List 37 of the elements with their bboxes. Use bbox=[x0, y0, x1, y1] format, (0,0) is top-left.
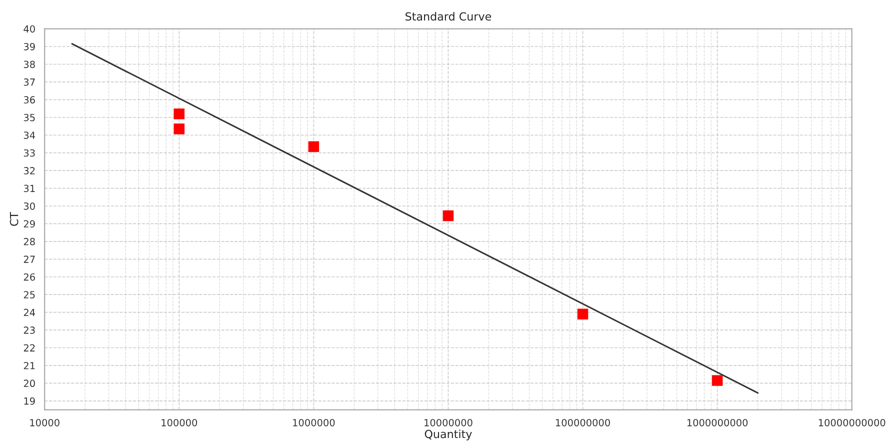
y-tick-label: 35 bbox=[24, 114, 35, 122]
y-tick-label: 39 bbox=[24, 42, 35, 50]
point bbox=[712, 375, 723, 386]
x-tick-label: 10000000 bbox=[424, 418, 472, 426]
y-tick-label: 34 bbox=[24, 132, 36, 139]
y-tick-label: 24 bbox=[24, 308, 36, 316]
y-tick-label: 37 bbox=[24, 78, 35, 86]
y-tick-label: 21 bbox=[24, 362, 35, 370]
x-tick-label: 10000000000 bbox=[818, 418, 886, 426]
y-tick-label: 33 bbox=[24, 149, 35, 157]
y-tick-label: 22 bbox=[24, 344, 35, 352]
y-tick-label: 32 bbox=[24, 167, 35, 174]
y-tick-label: 40 bbox=[24, 25, 35, 33]
point bbox=[174, 124, 185, 134]
y-tick-label: 36 bbox=[24, 96, 35, 104]
y-tick-label: 28 bbox=[24, 238, 35, 246]
y-tick-label: 23 bbox=[24, 326, 35, 334]
y-tick-label: 31 bbox=[24, 184, 35, 192]
point bbox=[308, 141, 320, 152]
y-tick-label: 25 bbox=[24, 291, 35, 298]
point bbox=[442, 210, 454, 222]
x-tick-label: 1000000 bbox=[293, 418, 335, 426]
y-tick-label: 20 bbox=[24, 380, 35, 388]
y-tick-label: 19 bbox=[24, 397, 35, 405]
y-tick-label: 30 bbox=[24, 202, 35, 210]
y-tick-label: 27 bbox=[24, 256, 35, 263]
y-tick-label: 38 bbox=[24, 60, 35, 68]
x-tick-label: 100000 bbox=[162, 418, 198, 426]
x-tick-label: 10000 bbox=[30, 418, 60, 426]
y-tick-label: 26 bbox=[24, 273, 35, 281]
x-tick-label: 1000000000 bbox=[687, 418, 748, 426]
x-axis-title: Quantity bbox=[424, 430, 472, 440]
y-tick-label: 29 bbox=[24, 220, 35, 228]
chart-title: Standard Curve bbox=[406, 12, 492, 21]
point bbox=[577, 308, 588, 320]
y-axis-title: CT bbox=[10, 212, 18, 226]
x-tick-label: 100000000 bbox=[556, 418, 610, 426]
